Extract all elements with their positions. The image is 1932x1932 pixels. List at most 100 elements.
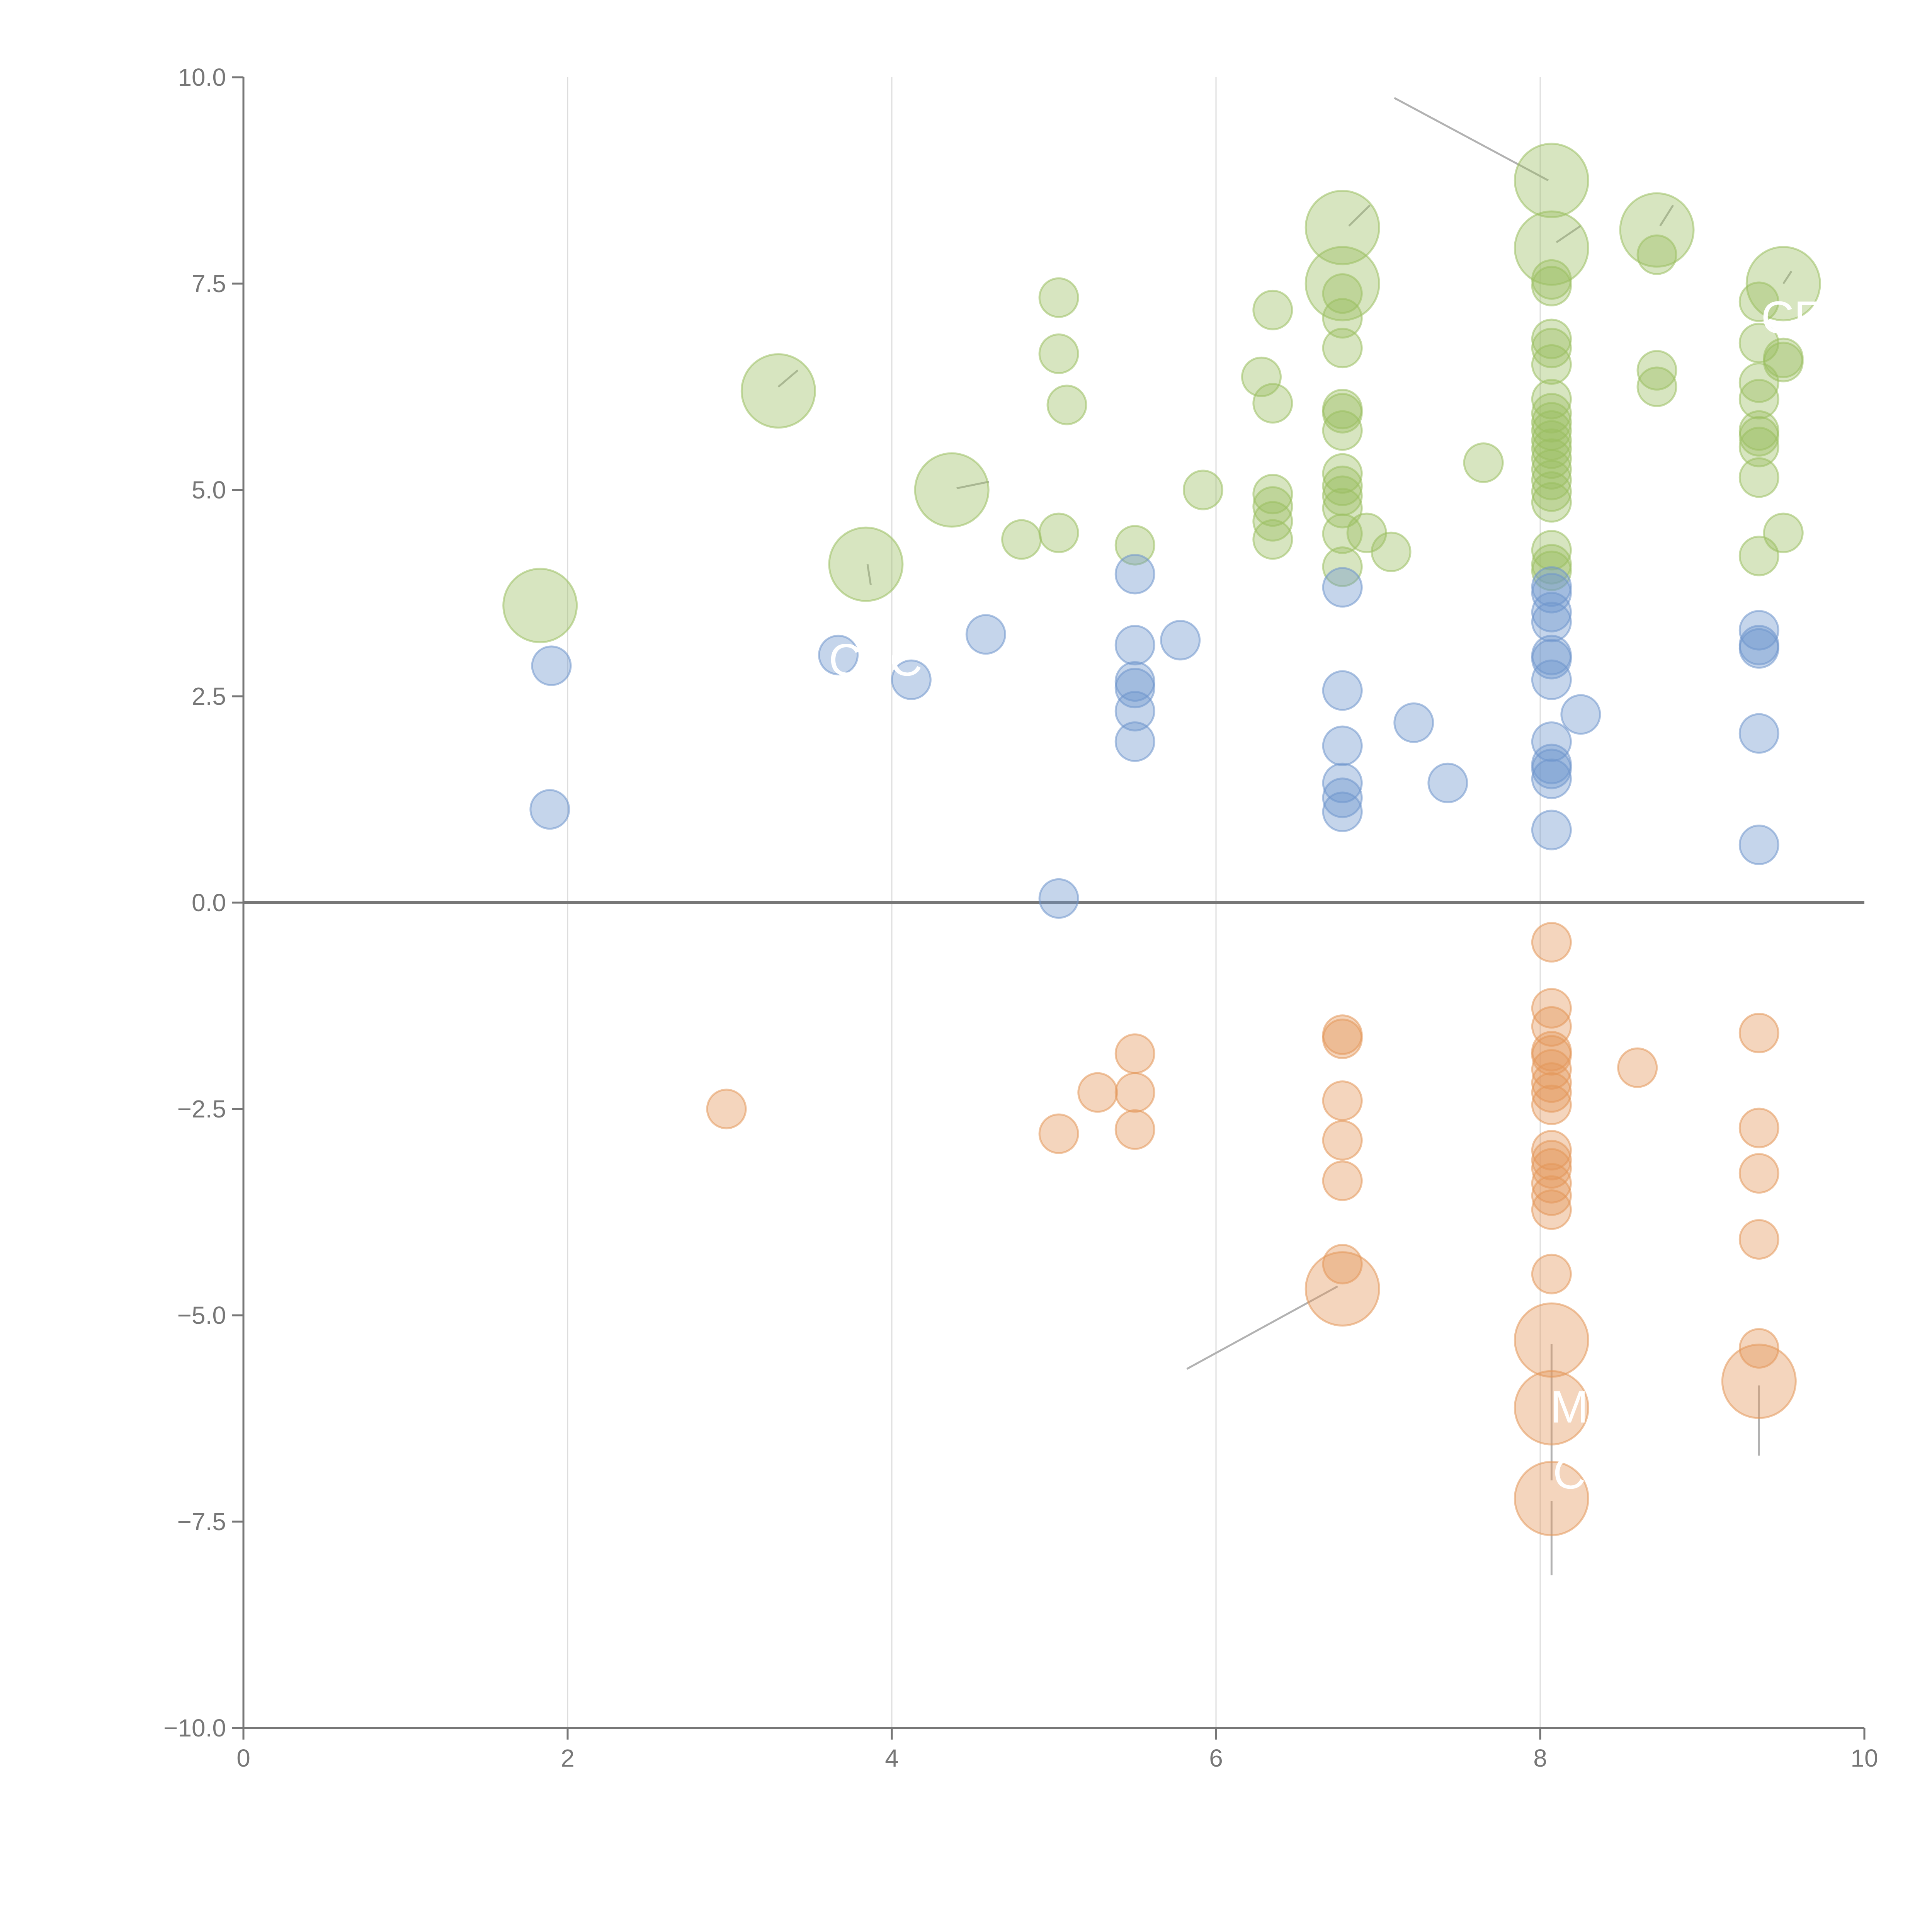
blue-point <box>1322 777 1363 818</box>
orange-point <box>1738 1219 1779 1260</box>
green-point <box>1738 457 1779 498</box>
orange-point <box>1114 1109 1155 1150</box>
green-point <box>1371 531 1412 572</box>
green-point <box>1252 486 1293 527</box>
green-point <box>1114 525 1155 566</box>
orange-point <box>1531 988 1572 1029</box>
green-point <box>1463 442 1504 483</box>
green-point <box>1322 298 1363 339</box>
y-tick-label: 7.5 <box>192 270 226 298</box>
x-tick-label: 0 <box>236 1744 250 1772</box>
blue-point <box>1560 694 1601 735</box>
blue-point <box>1038 878 1079 919</box>
blue-point <box>1114 625 1155 666</box>
green-point <box>1252 519 1293 560</box>
green-point <box>1038 333 1079 374</box>
green-point <box>1738 416 1779 457</box>
orange-point <box>1738 1107 1779 1148</box>
green-point <box>1322 273 1363 314</box>
blue-point <box>1114 668 1155 709</box>
blue-point <box>1738 824 1779 865</box>
blue-point <box>1531 639 1572 680</box>
blue-point <box>1160 620 1201 661</box>
blue-point <box>891 659 932 700</box>
leader-line <box>777 369 799 388</box>
y-tick-label: 0.0 <box>192 889 226 917</box>
green-point <box>1763 342 1804 383</box>
y-tick-label: 5.0 <box>192 476 226 504</box>
orange-point <box>1531 1253 1572 1294</box>
orange-point <box>706 1088 747 1129</box>
orange-point <box>1304 1251 1380 1327</box>
orange-point <box>1322 1120 1363 1161</box>
blue-point <box>1531 592 1572 633</box>
tick-labels: 0 2 4 6 8 10 10.0 7.5 5.0 2.5 0.0 −2.5 −5.0 −7.5 −10.0 <box>163 63 1878 1772</box>
orange-point <box>1514 1302 1589 1378</box>
green-point <box>1038 277 1079 318</box>
green-point <box>1001 519 1042 560</box>
green-point <box>1531 438 1572 479</box>
orange-point <box>1514 1461 1589 1536</box>
orange-point <box>1322 1018 1363 1059</box>
green-point <box>1182 469 1223 510</box>
blue-point <box>1531 810 1572 850</box>
blue-point <box>1322 762 1363 803</box>
leader-line <box>1659 204 1674 226</box>
orange-point <box>1322 1080 1363 1121</box>
green-point <box>1252 501 1293 542</box>
green-point <box>1322 513 1363 554</box>
leader-line <box>1186 1286 1338 1370</box>
green-point <box>1738 427 1779 468</box>
green-point <box>1241 356 1282 397</box>
green-point <box>502 568 578 643</box>
leader-line <box>956 481 990 490</box>
green-point <box>1531 265 1572 306</box>
point-label: CFC <box>829 635 923 686</box>
orange-point <box>1738 1012 1779 1053</box>
green-point <box>1514 143 1589 218</box>
orange-point <box>1531 1084 1572 1125</box>
point-label: CF <box>1761 292 1822 343</box>
green-point <box>1636 366 1677 407</box>
green-point <box>1322 410 1363 451</box>
green-point <box>1252 289 1293 330</box>
blue-point <box>1114 690 1155 731</box>
orange-point <box>1531 1049 1572 1090</box>
blue-point <box>1114 554 1155 595</box>
blue-point <box>1738 713 1779 754</box>
x-tick-label: 8 <box>1533 1744 1547 1772</box>
green-point <box>1763 512 1804 553</box>
point-labels: CF CFC MC <box>829 292 1822 1498</box>
x-tick-label: 10 <box>1850 1744 1878 1772</box>
green-point <box>914 452 990 528</box>
green-point <box>1322 465 1363 506</box>
blue-point <box>531 645 572 686</box>
green-point <box>1322 328 1363 369</box>
blue-point <box>818 634 859 675</box>
green-point <box>1322 393 1363 434</box>
orange-point <box>1077 1072 1118 1113</box>
blue-point <box>1322 670 1363 711</box>
orange-point <box>1531 922 1572 963</box>
leader-line <box>1556 225 1582 243</box>
blue-point <box>529 789 570 830</box>
x-tick-label: 6 <box>1209 1744 1223 1772</box>
green-point <box>1531 471 1572 512</box>
blue-point <box>1531 759 1572 799</box>
orange-point <box>1617 1047 1658 1088</box>
data-points <box>502 143 1821 1536</box>
orange-point <box>1721 1344 1797 1419</box>
blue-point <box>1738 628 1779 669</box>
leader-line <box>1348 204 1371 227</box>
green-point <box>740 353 816 429</box>
axes <box>232 76 1866 1740</box>
orange-point <box>1531 1006 1572 1047</box>
green-point <box>1738 379 1779 420</box>
green-point <box>1531 328 1572 369</box>
blue-point <box>1322 725 1363 766</box>
x-tick-label: 2 <box>561 1744 575 1772</box>
y-tick-label: −10.0 <box>163 1714 226 1742</box>
leader-line <box>1782 270 1793 284</box>
point-label: C <box>1553 1448 1586 1499</box>
